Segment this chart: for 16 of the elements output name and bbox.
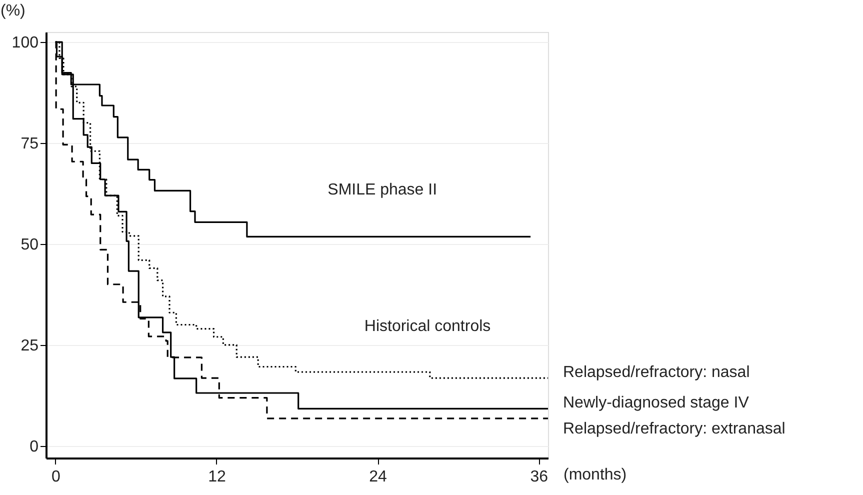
y-tick-label: 50 [20, 236, 39, 254]
x-axis-title: (months) [564, 466, 627, 484]
y-tick-label: 100 [12, 34, 39, 52]
y-tick-label: 75 [20, 136, 39, 153]
x-tick-label: 36 [530, 468, 548, 486]
y-tick-label: 0 [30, 438, 39, 456]
annotation: Historical controls [364, 318, 491, 335]
annotation: SMILE phase II [328, 182, 438, 199]
x-tick-label: 0 [51, 468, 60, 486]
x-tick-label: 12 [208, 468, 226, 486]
series-label: Newly-diagnosed stage IV [563, 394, 750, 412]
x-tick-label: 24 [369, 468, 388, 486]
y-axis-title: (%) [0, 2, 26, 20]
series-label: Relapsed/refractory: nasal [563, 364, 750, 382]
series-label: Relapsed/refractory: extranasal [563, 420, 786, 438]
y-tick-label: 25 [20, 337, 39, 354]
